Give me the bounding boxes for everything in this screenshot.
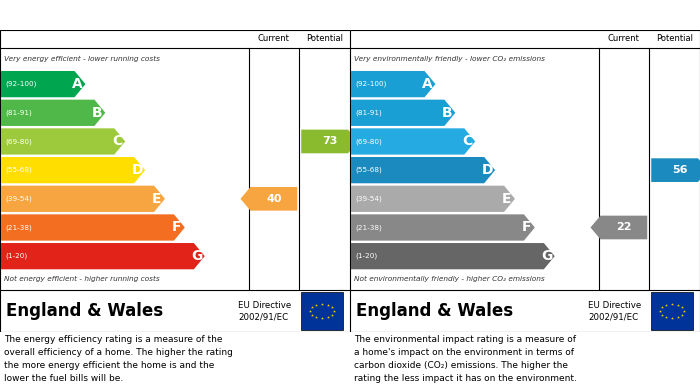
- Text: 73: 73: [322, 136, 337, 147]
- Polygon shape: [1, 186, 165, 212]
- Text: C: C: [462, 135, 472, 149]
- Polygon shape: [1, 128, 125, 154]
- Polygon shape: [591, 216, 648, 239]
- Polygon shape: [1, 214, 185, 240]
- Text: Energy Efficiency Rating: Energy Efficiency Rating: [8, 9, 172, 22]
- Text: (21-38): (21-38): [355, 224, 382, 231]
- Text: Not environmentally friendly - higher CO₂ emissions: Not environmentally friendly - higher CO…: [354, 276, 545, 282]
- Text: (39-54): (39-54): [5, 196, 32, 202]
- Text: G: G: [541, 249, 552, 263]
- Text: The energy efficiency rating is a measure of the
overall efficiency of a home. T: The energy efficiency rating is a measur…: [4, 335, 233, 382]
- Text: 22: 22: [616, 222, 631, 233]
- Polygon shape: [351, 186, 515, 212]
- Text: E: E: [152, 192, 162, 206]
- Text: (92-100): (92-100): [5, 81, 36, 87]
- Text: (81-91): (81-91): [5, 109, 32, 116]
- Text: A: A: [422, 77, 433, 91]
- Polygon shape: [1, 100, 105, 126]
- Bar: [651, 292, 693, 330]
- Text: Environmental Impact (CO₂) Rating: Environmental Impact (CO₂) Rating: [358, 9, 591, 22]
- Polygon shape: [351, 157, 495, 183]
- Text: (55-68): (55-68): [355, 167, 382, 173]
- Text: (81-91): (81-91): [355, 109, 382, 116]
- Text: (39-54): (39-54): [355, 196, 382, 202]
- Text: C: C: [112, 135, 122, 149]
- Polygon shape: [351, 71, 435, 97]
- Text: Very energy efficient - lower running costs: Very energy efficient - lower running co…: [4, 56, 160, 62]
- Text: (1-20): (1-20): [5, 253, 27, 259]
- Bar: [301, 292, 343, 330]
- Text: A: A: [72, 77, 83, 91]
- Text: England & Wales: England & Wales: [6, 302, 163, 320]
- Polygon shape: [1, 243, 204, 269]
- Text: F: F: [522, 221, 531, 235]
- Polygon shape: [1, 157, 145, 183]
- Text: Very environmentally friendly - lower CO₂ emissions: Very environmentally friendly - lower CO…: [354, 56, 545, 62]
- Polygon shape: [351, 243, 554, 269]
- Text: EU Directive
2002/91/EC: EU Directive 2002/91/EC: [588, 301, 641, 321]
- Text: D: D: [132, 163, 143, 177]
- Text: EU Directive
2002/91/EC: EU Directive 2002/91/EC: [238, 301, 291, 321]
- Text: B: B: [92, 106, 103, 120]
- Text: (55-68): (55-68): [5, 167, 32, 173]
- Text: (69-80): (69-80): [5, 138, 32, 145]
- Text: The environmental impact rating is a measure of
a home's impact on the environme: The environmental impact rating is a mea…: [354, 335, 577, 382]
- Text: G: G: [191, 249, 202, 263]
- Text: D: D: [482, 163, 493, 177]
- Polygon shape: [651, 158, 700, 182]
- Text: Current: Current: [608, 34, 640, 43]
- Text: E: E: [502, 192, 512, 206]
- Polygon shape: [241, 187, 298, 211]
- Text: B: B: [442, 106, 453, 120]
- Text: (1-20): (1-20): [355, 253, 377, 259]
- Text: 56: 56: [672, 165, 687, 175]
- Text: (21-38): (21-38): [5, 224, 32, 231]
- Text: Current: Current: [258, 34, 290, 43]
- Text: Not energy efficient - higher running costs: Not energy efficient - higher running co…: [4, 276, 160, 282]
- Text: England & Wales: England & Wales: [356, 302, 513, 320]
- Polygon shape: [351, 214, 535, 240]
- Text: 40: 40: [266, 194, 281, 204]
- Text: (92-100): (92-100): [355, 81, 386, 87]
- Polygon shape: [301, 130, 358, 153]
- Text: Potential: Potential: [656, 34, 693, 43]
- Polygon shape: [351, 100, 455, 126]
- Text: (69-80): (69-80): [355, 138, 382, 145]
- Text: F: F: [172, 221, 181, 235]
- Polygon shape: [1, 71, 85, 97]
- Text: Potential: Potential: [306, 34, 343, 43]
- Polygon shape: [351, 128, 475, 154]
